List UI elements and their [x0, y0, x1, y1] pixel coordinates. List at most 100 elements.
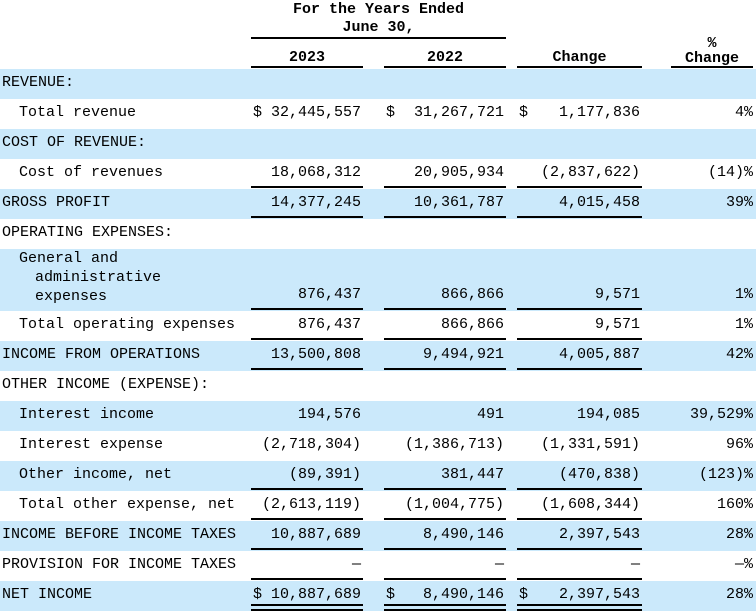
table-body: REVENUE: Total revenue $32,445,557 $31,267,…	[0, 69, 756, 611]
value-2022: $31,267,721	[384, 99, 506, 129]
row-label: Cost of revenues	[19, 164, 164, 181]
value-2023: 876,437	[251, 249, 363, 311]
table-row: OTHER INCOME (EXPENSE):	[0, 371, 756, 401]
column-gap	[506, 551, 517, 581]
column-gap	[363, 491, 384, 521]
table-row: INCOME FROM OPERATIONS 13,500,808 9,494,92…	[0, 341, 756, 371]
column-gap	[506, 461, 517, 491]
single-rule	[384, 548, 507, 550]
amount: 13,500,808	[270, 346, 361, 363]
currency-symbol: $	[519, 586, 529, 603]
year-2023-column-header: 2023	[251, 40, 363, 69]
value-2023: (2,613,119)	[251, 491, 363, 521]
amount: (89,391)	[288, 466, 361, 483]
column-gap	[506, 491, 517, 521]
value-2022: $8,490,146	[384, 581, 507, 611]
value-2023: —	[251, 551, 363, 581]
value-2023: $10,887,689	[251, 581, 363, 611]
value-change: (1,331,591)	[517, 431, 642, 461]
value-pct-change: 39,529%	[690, 406, 754, 423]
value-change: (470,838)	[517, 461, 643, 491]
column-gap	[363, 431, 384, 461]
value-2022	[384, 69, 506, 99]
column-gap	[363, 189, 384, 219]
row-label: GROSS PROFIT	[2, 194, 111, 211]
column-gap	[363, 159, 384, 189]
column-gap	[363, 69, 384, 99]
value-change	[517, 371, 642, 401]
column-gap	[506, 0, 517, 69]
currency-symbol: $	[386, 586, 396, 603]
column-gap	[506, 581, 517, 611]
amount: 31,267,721	[414, 104, 505, 121]
change-column-header: Change	[517, 0, 643, 69]
table-row: Interest expense (2,718,304) (1,386,713) (1…	[0, 431, 756, 461]
table-row: REVENUE:	[0, 69, 756, 99]
single-rule	[384, 488, 507, 490]
column-gap	[506, 431, 517, 461]
value-change: $1,177,836	[517, 99, 642, 129]
double-rule	[517, 604, 643, 611]
value-pct-change: 1%	[735, 286, 754, 303]
year-2023-label: 2023	[288, 49, 325, 66]
column-gap	[506, 159, 517, 189]
amount: 194,085	[577, 406, 641, 423]
value-pct-change	[642, 219, 756, 249]
single-rule	[384, 368, 507, 370]
single-rule	[384, 308, 507, 310]
column-gap	[506, 189, 517, 219]
table-row: INCOME BEFORE INCOME TAXES 10,887,689 8,49…	[0, 521, 756, 551]
value-2022: 10,361,787	[384, 189, 507, 219]
value-2022: 8,490,146	[384, 521, 507, 551]
value-2022: 381,447	[384, 461, 507, 491]
row-label-line: General and	[19, 250, 119, 267]
amount: (1,004,775)	[405, 496, 505, 513]
amount: (1,386,713)	[405, 436, 505, 453]
value-pct-change	[642, 371, 756, 401]
change-header-underline	[517, 66, 643, 68]
value-change: 2,397,543	[517, 521, 643, 551]
amount: 2,397,543	[559, 586, 641, 603]
value-2022: —	[384, 551, 507, 581]
table-row: Total operating expenses 876,437 866,866 9,…	[0, 311, 756, 341]
currency-symbol: $	[253, 104, 263, 121]
column-gap	[363, 551, 384, 581]
single-rule	[384, 578, 507, 580]
row-label: INCOME BEFORE INCOME TAXES	[2, 526, 237, 543]
amount: 20,905,934	[414, 164, 505, 181]
single-rule	[251, 338, 363, 340]
value-pct-change	[642, 69, 756, 99]
value-2023: 18,068,312	[251, 159, 363, 189]
single-rule	[517, 578, 643, 580]
amount: (1,331,591)	[541, 436, 641, 453]
row-label: General and administrative expenses	[0, 249, 251, 311]
single-rule	[251, 488, 363, 490]
amount: 10,887,689	[270, 526, 361, 543]
single-rule	[251, 518, 363, 520]
amount: 9,571	[595, 316, 641, 333]
amount: 9,571	[595, 286, 641, 303]
value-change: 9,571	[517, 311, 643, 341]
amount: 10,887,689	[270, 586, 361, 603]
pct-change-label-line1: %	[707, 35, 717, 52]
amount: 8,490,146	[423, 526, 505, 543]
row-label: Total other expense, net	[19, 496, 236, 513]
column-gap	[363, 521, 384, 551]
change-column-label: Change	[552, 49, 607, 66]
value-2022: 866,866	[384, 311, 507, 341]
single-rule	[517, 368, 643, 370]
single-rule	[517, 488, 643, 490]
value-pct-change: 39%	[726, 194, 754, 211]
value-change: 4,015,458	[517, 189, 643, 219]
column-gap	[506, 311, 517, 341]
years-ended-line1: For the Years Ended	[293, 1, 465, 18]
amount: 876,437	[297, 316, 361, 333]
amount: 194,576	[297, 406, 361, 423]
column-gap	[363, 311, 384, 341]
value-2022: 491	[384, 401, 506, 431]
column-gap	[363, 40, 384, 69]
table-row: Other income, net (89,391) 381,447 (470,838…	[0, 461, 756, 491]
table-row: GROSS PROFIT 14,377,245 10,361,787 4,015,45…	[0, 189, 756, 219]
value-change	[517, 129, 642, 159]
single-rule	[517, 338, 643, 340]
